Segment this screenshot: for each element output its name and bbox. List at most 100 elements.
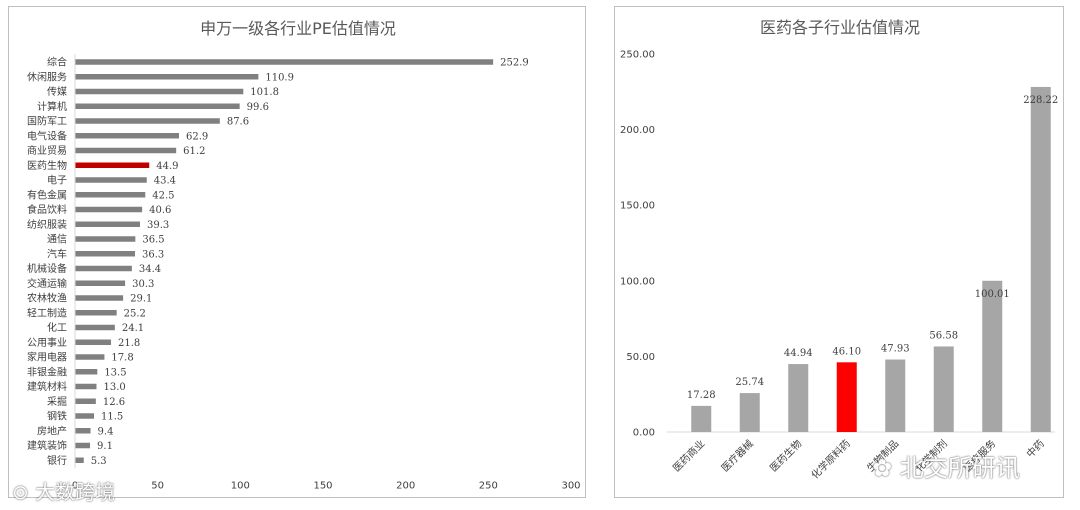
- bar: [982, 280, 1003, 432]
- data-label: 228.22: [1023, 95, 1058, 106]
- y-tick-label: 50.00: [626, 352, 655, 363]
- data-label: 17.8: [111, 353, 133, 364]
- bar: [1030, 86, 1051, 432]
- watermark-left: ⊙ 大数跨境: [12, 476, 115, 505]
- category-label: 传媒: [47, 86, 67, 98]
- bar: [75, 236, 136, 242]
- category-label: 公用事业: [27, 336, 67, 349]
- data-label: 39.3: [147, 220, 169, 231]
- bar: [75, 280, 126, 286]
- category-label: 建筑材料: [27, 380, 67, 393]
- category-label: 化工: [47, 321, 67, 334]
- category-label: 通信: [47, 234, 67, 246]
- data-label: 42.5: [152, 190, 174, 201]
- pharma-subindustry-chart: 医药各子行业估值情况 0.00 50.00 100.00 150.00 200.00 250…: [614, 6, 1064, 498]
- bar: [788, 364, 809, 432]
- category-label: 非银金融: [27, 365, 67, 378]
- category-label: 交通运输: [27, 277, 67, 290]
- bar: [75, 383, 97, 390]
- y-tick-label: 0.00: [633, 428, 655, 439]
- bar: [75, 265, 132, 272]
- category-label: 农林牧渔: [27, 292, 67, 305]
- data-label: 21.8: [118, 338, 140, 349]
- data-label: 87.6: [227, 117, 249, 128]
- category-label: 计算机: [37, 100, 67, 113]
- bar: [75, 206, 143, 213]
- x-tick-label: 100: [231, 480, 250, 491]
- watermark-right-icon: ✿: [872, 454, 893, 482]
- chart-title: 申万一级各行业PE估值情况: [200, 19, 396, 38]
- data-label: 101.8: [250, 87, 279, 98]
- bar: [75, 74, 259, 80]
- x-tick-label: 0: [72, 480, 78, 491]
- data-label: 47.93: [881, 344, 910, 355]
- y-tick-label: 250.00: [620, 50, 655, 61]
- x-tick-label: 250: [479, 480, 498, 491]
- bar: [75, 354, 105, 360]
- category-label: 医疗器械: [718, 437, 755, 474]
- bar: [75, 442, 91, 449]
- data-label: 100.01: [975, 289, 1010, 300]
- category-label: 综合: [47, 56, 67, 69]
- data-label: 13.5: [104, 367, 126, 378]
- category-label: 轻工制造: [27, 306, 67, 319]
- bar: [75, 133, 179, 139]
- category-label: 汽车: [47, 247, 67, 260]
- bar: [75, 118, 220, 124]
- bar: [75, 398, 96, 404]
- category-label: 医药生物: [27, 159, 67, 172]
- bar: [75, 177, 147, 183]
- pe-by-industry-chart: 申万一级各行业PE估值情况 综合 252.9 休闲服务 110.9 传媒 101.8 计算机 9…: [8, 6, 586, 498]
- watermark-right-text: 北交所研讯: [899, 454, 1020, 482]
- bar: [75, 413, 95, 419]
- bar-highlight: [836, 362, 857, 432]
- pharma-subindustry-svg: 医药各子行业估值情况 0.00 50.00 100.00 150.00 200.00 250…: [620, 18, 1058, 482]
- data-label: 17.28: [687, 390, 716, 401]
- data-label: 30.3: [132, 279, 154, 290]
- bar: [885, 359, 906, 432]
- bar: [75, 147, 177, 154]
- data-label: 43.4: [154, 176, 176, 187]
- bar: [739, 393, 760, 432]
- data-label: 24.1: [122, 323, 144, 334]
- data-label: 9.4: [98, 426, 114, 437]
- bar: [75, 88, 244, 95]
- data-label: 62.9: [186, 131, 208, 142]
- category-label: 化学原料药: [808, 437, 853, 482]
- category-label: 家用电器: [27, 351, 67, 364]
- bar: [75, 324, 115, 331]
- data-label: 29.1: [130, 294, 152, 305]
- data-label: 44.9: [156, 161, 178, 172]
- watermark-left-icon: ⊙: [12, 480, 29, 504]
- data-label: 25.74: [735, 377, 764, 388]
- category-label: 国防军工: [27, 115, 67, 128]
- bar: [933, 346, 954, 432]
- category-label: 银行: [47, 454, 67, 467]
- category-label: 建筑装饰: [27, 439, 67, 452]
- category-label: 纺织服装: [27, 218, 67, 231]
- category-label: 电气设备: [27, 129, 67, 142]
- watermark-right: ✿ 北交所研讯: [872, 448, 1020, 483]
- category-label: 医药生物: [767, 437, 804, 474]
- bar: [75, 103, 240, 109]
- data-label: 12.6: [103, 397, 125, 408]
- category-label: 食品饮料: [27, 203, 67, 216]
- data-label: 36.3: [142, 249, 164, 260]
- category-label: 房地产: [37, 424, 67, 437]
- category-label: 机械设备: [27, 262, 67, 275]
- category-label: 休闲服务: [27, 70, 67, 83]
- bar: [75, 251, 136, 257]
- data-label: 25.2: [124, 308, 146, 319]
- category-label: 商业贸易: [27, 144, 67, 157]
- data-label: 34.4: [139, 264, 161, 275]
- category-label: 医药商业: [670, 437, 707, 474]
- data-label: 252.9: [500, 58, 529, 69]
- data-label: 46.10: [832, 346, 861, 357]
- data-label: 5.3: [91, 456, 107, 467]
- bar-highlight: [75, 162, 150, 168]
- bar: [75, 369, 98, 375]
- y-tick-label: 200.00: [620, 125, 655, 136]
- x-tick-label: 50: [151, 480, 164, 491]
- x-tick-label: 150: [313, 480, 332, 491]
